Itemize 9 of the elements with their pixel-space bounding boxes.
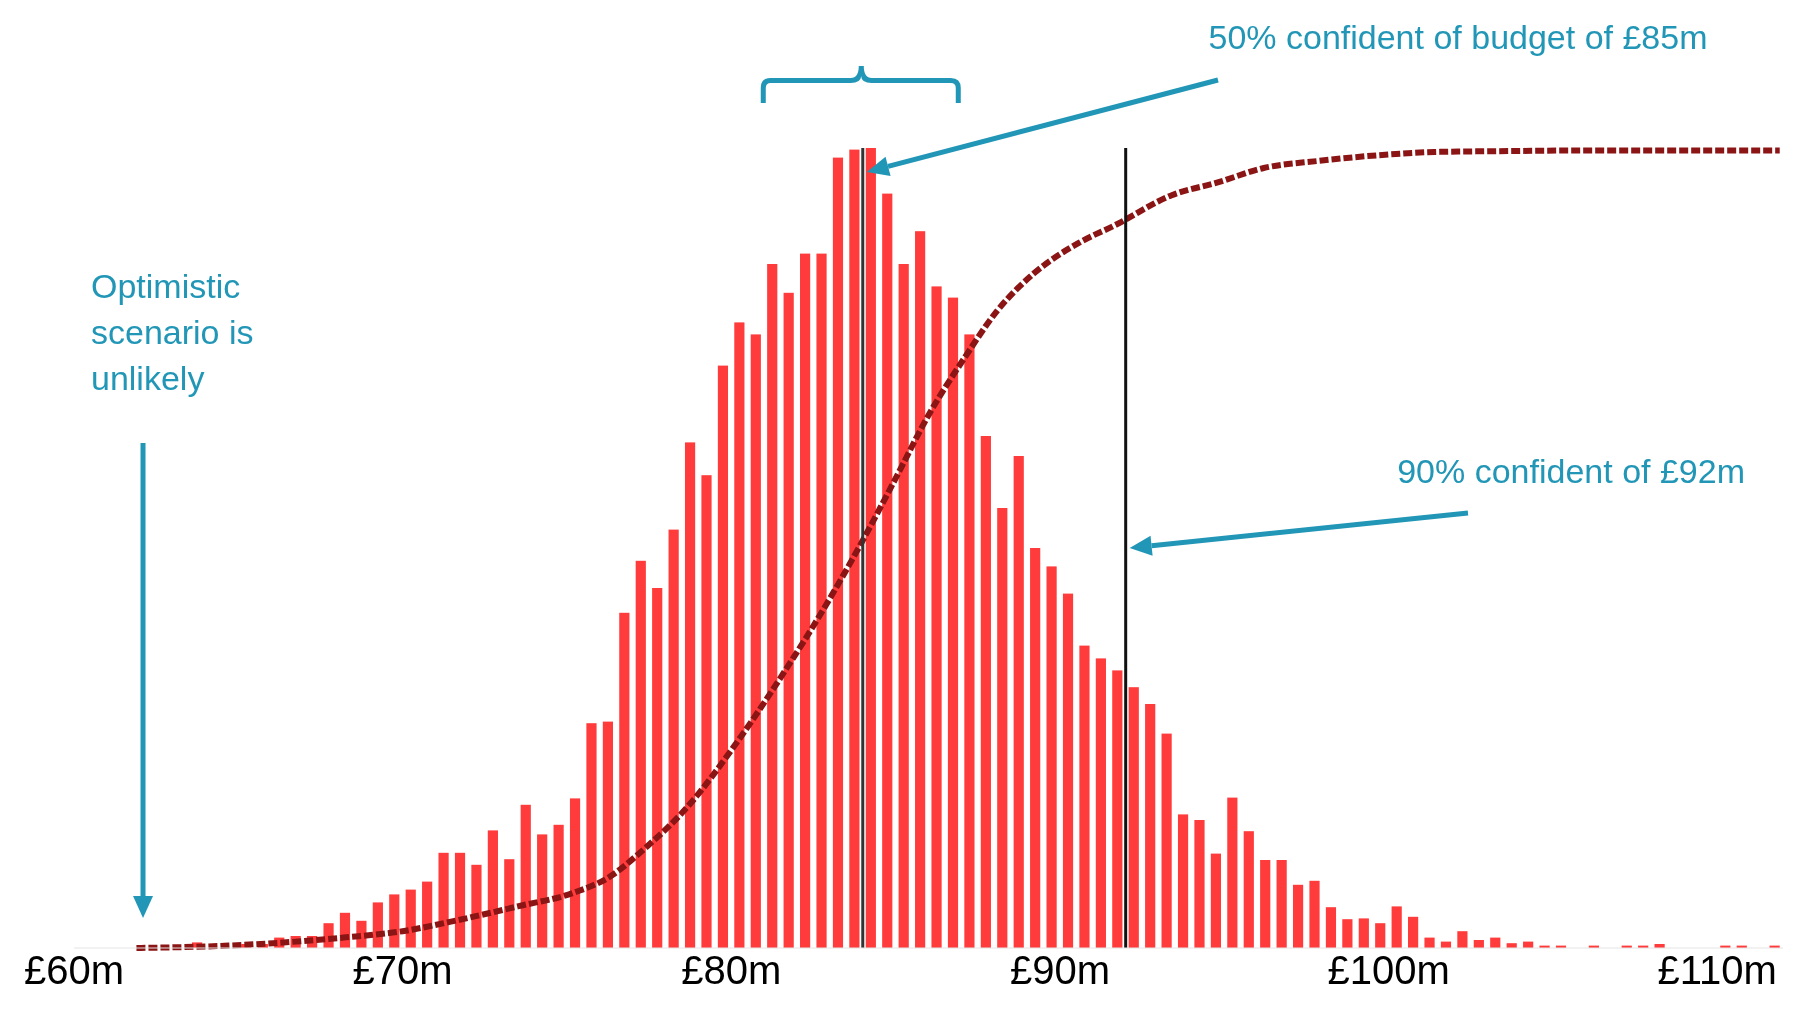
annotation: Optimistic scenario is unlikely	[91, 266, 255, 399]
text: 50% confident of budget of £85m	[1207, 17, 1709, 58]
annotation: 90% confident of £92m	[1397, 451, 1745, 492]
x-tick-label: £110m	[1657, 948, 1777, 993]
x-tick-label: £70m	[352, 948, 453, 993]
x-tick-label: £100m	[1327, 948, 1450, 993]
x-tick-label: £80m	[681, 948, 782, 993]
x-tick-label: £90m	[1009, 948, 1110, 993]
x-tick-label: £60m	[23, 948, 125, 993]
